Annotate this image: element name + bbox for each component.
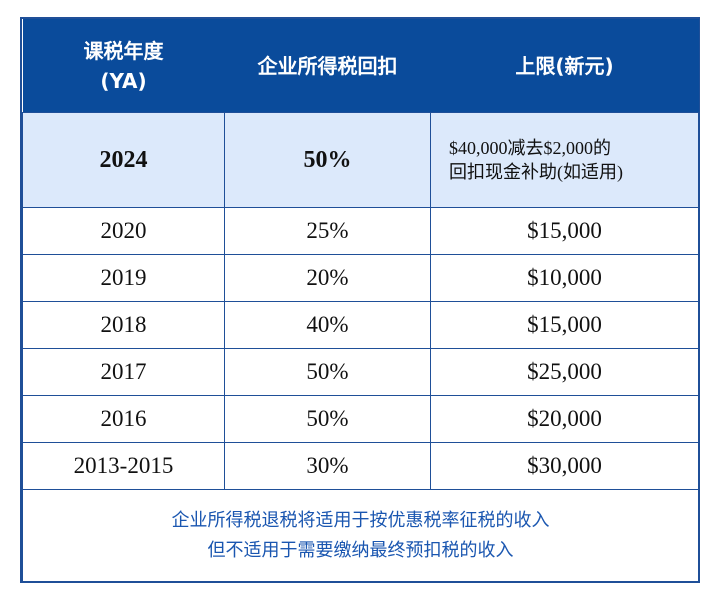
cap-line2: 回扣现金补助(如适用) — [449, 162, 623, 182]
header-row: 课税年度 (YA) 企业所得税回扣 上限(新元) — [22, 19, 699, 113]
note-line1: 企业所得税退税将适用于按优惠税率征税的收入 — [171, 510, 550, 531]
cell-year: 2016 — [22, 395, 225, 443]
cell-cap: $20,000 — [430, 395, 699, 443]
table-body: 2024 50% $40,000减去$2,000的 回扣现金补助(如适用) 20… — [22, 112, 699, 582]
cell-rebate: 50% — [224, 348, 431, 396]
cell-cap: $30,000 — [430, 442, 699, 490]
header-year-of-assessment: 课税年度 (YA) — [22, 19, 225, 113]
cell-rebate: 25% — [224, 207, 431, 255]
cell-cap: $15,000 — [430, 301, 699, 349]
cell-cap: $15,000 — [430, 207, 699, 255]
cell-rebate: 40% — [224, 301, 431, 349]
cell-year: 2020 — [22, 207, 225, 255]
cell-rebate: 50% — [224, 112, 431, 208]
table-header: 课税年度 (YA) 企业所得税回扣 上限(新元) — [22, 19, 699, 113]
table-row-highlight: 2024 50% $40,000减去$2,000的 回扣现金补助(如适用) — [22, 112, 699, 208]
header-cap: 上限(新元) — [430, 19, 699, 113]
rebate-table: 课税年度 (YA) 企业所得税回扣 上限(新元) 2024 50% $40,00… — [22, 19, 699, 582]
cell-year: 2024 — [22, 112, 225, 208]
header-year-line1: 课税年度 — [83, 38, 164, 63]
table-row: 2020 25% $15,000 — [22, 207, 699, 255]
cell-year: 2018 — [22, 301, 225, 349]
tax-rebate-table: 课税年度 (YA) 企业所得税回扣 上限(新元) 2024 50% $40,00… — [20, 17, 700, 583]
cell-year: 2017 — [22, 348, 225, 396]
cell-cap: $40,000减去$2,000的 回扣现金补助(如适用) — [430, 112, 699, 208]
header-rebate: 企业所得税回扣 — [224, 19, 431, 113]
cell-rebate: 20% — [224, 254, 431, 302]
table-row: 2013-2015 30% $30,000 — [22, 442, 699, 490]
cell-year: 2013-2015 — [22, 442, 225, 490]
table-row: 2016 50% $20,000 — [22, 395, 699, 443]
table-note: 企业所得税退税将适用于按优惠税率征税的收入 但不适用于需要缴纳最终预扣税的收入 — [22, 489, 699, 582]
cell-rebate: 50% — [224, 395, 431, 443]
cell-rebate: 30% — [224, 442, 431, 490]
table-row: 2018 40% $15,000 — [22, 301, 699, 349]
cell-year: 2019 — [22, 254, 225, 302]
cap-line1: $40,000减去$2,000的 — [449, 138, 611, 158]
cell-cap: $25,000 — [430, 348, 699, 396]
cell-cap: $10,000 — [430, 254, 699, 302]
note-line2: 但不适用于需要缴纳最终预扣税的收入 — [207, 540, 514, 561]
header-year-line2: (YA) — [100, 68, 147, 93]
table-row: 2017 50% $25,000 — [22, 348, 699, 396]
table-note-row: 企业所得税退税将适用于按优惠税率征税的收入 但不适用于需要缴纳最终预扣税的收入 — [22, 489, 699, 582]
table-row: 2019 20% $10,000 — [22, 254, 699, 302]
